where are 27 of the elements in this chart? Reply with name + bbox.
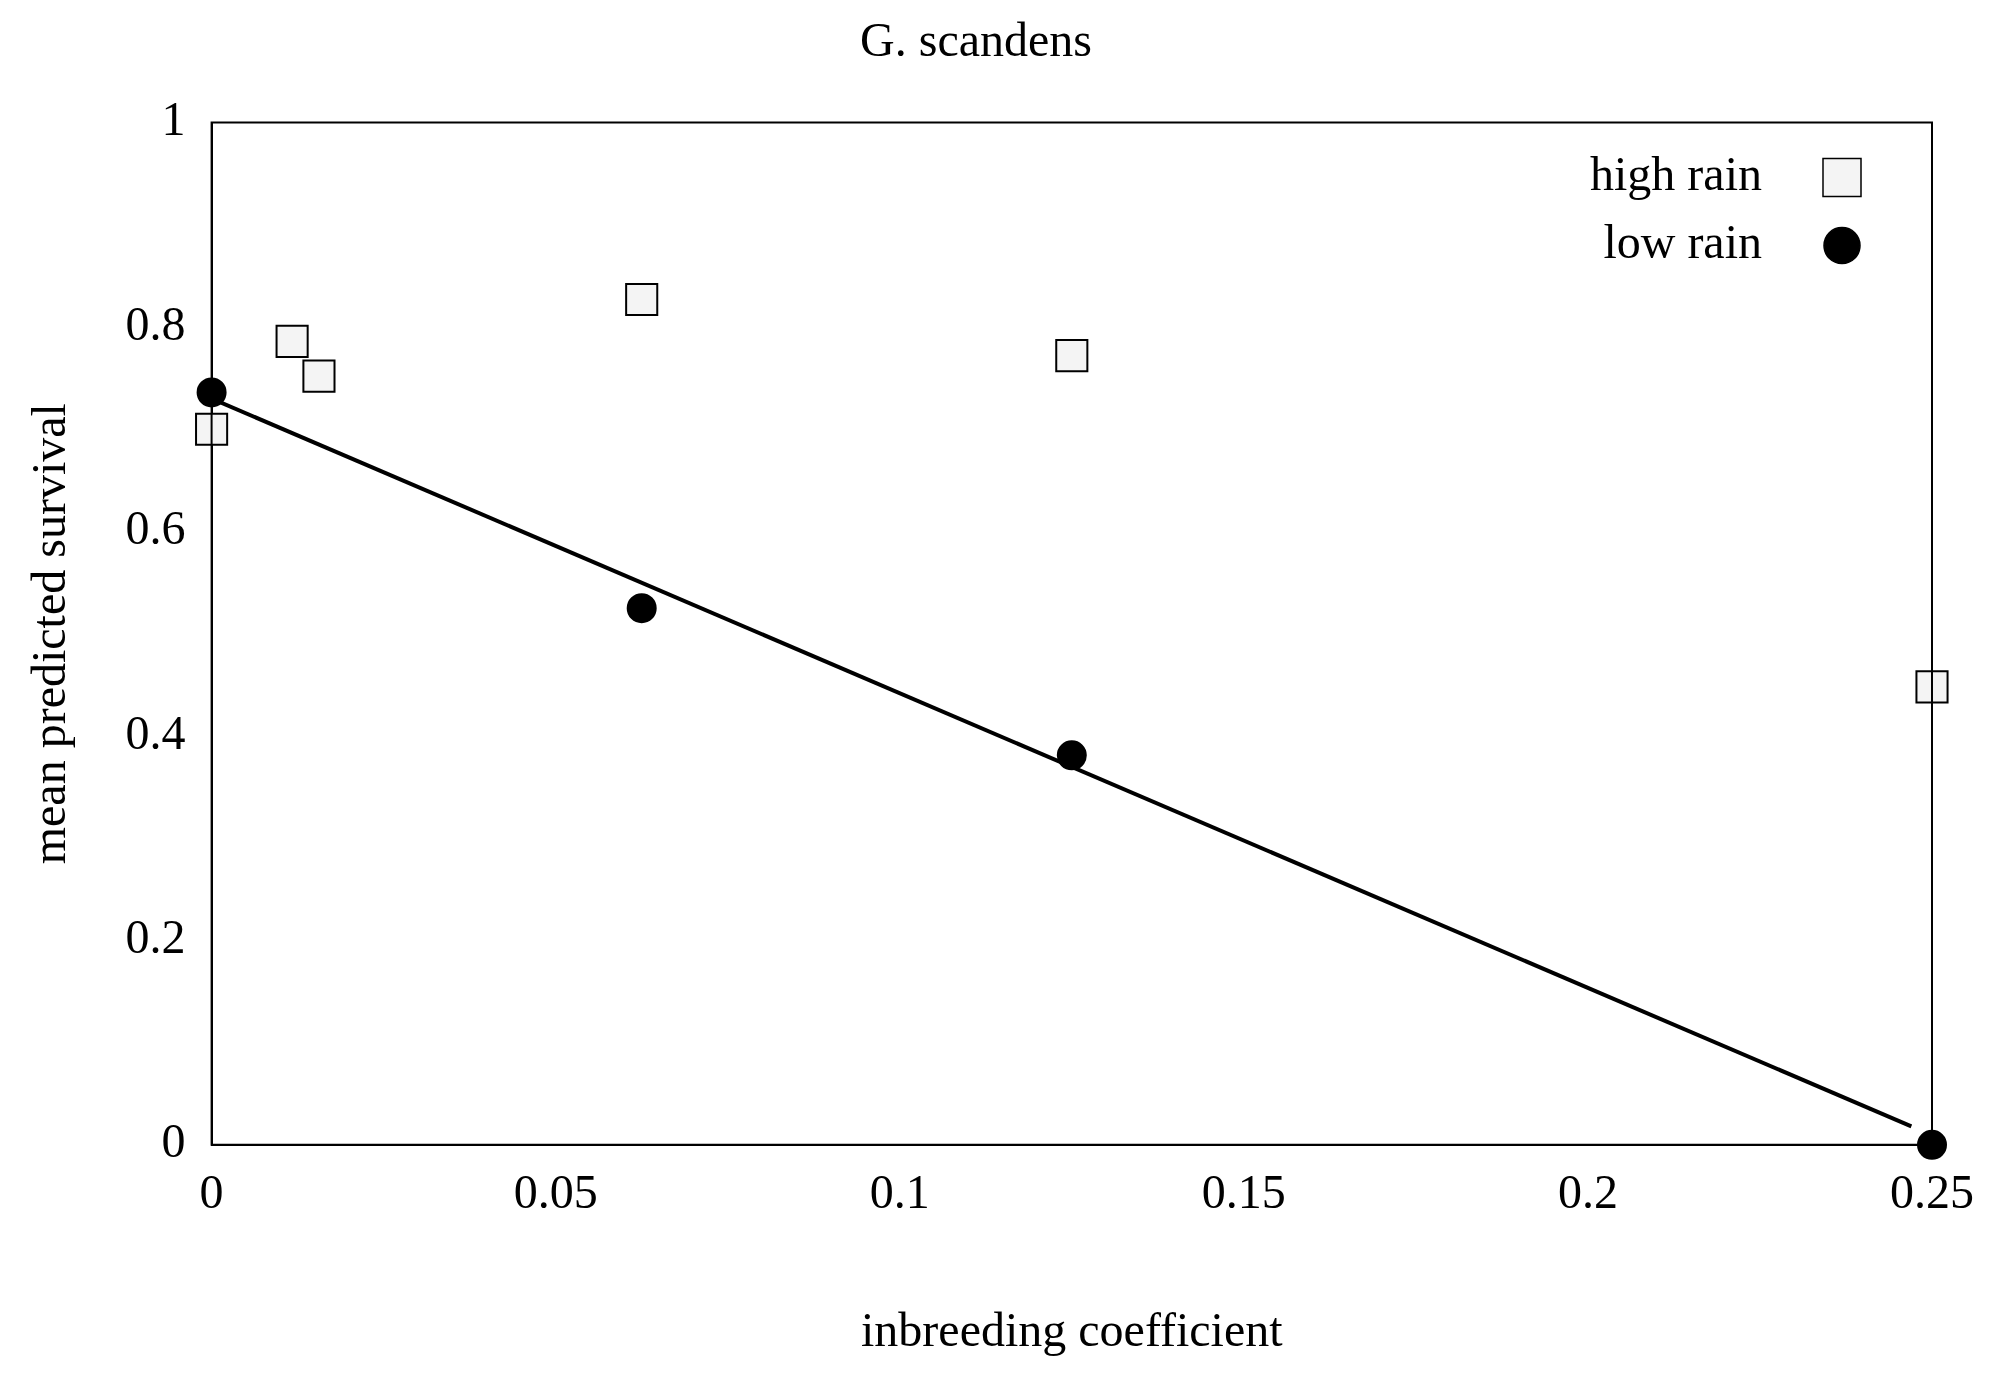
x-tick-label: 0.2 <box>1557 1165 1618 1219</box>
x-tick-label: 0.15 <box>1201 1165 1286 1219</box>
point <box>626 593 657 624</box>
legend-label: high rain <box>1590 147 1762 201</box>
point <box>196 377 227 408</box>
y-axis-title: mean predicted survival <box>22 403 76 865</box>
y-tick-label: 0.2 <box>125 909 186 963</box>
point <box>1915 670 1949 704</box>
point <box>1056 740 1087 771</box>
point <box>1055 339 1089 373</box>
point <box>1917 1129 1947 1160</box>
legend-label: low rain <box>1603 215 1762 269</box>
point <box>302 359 336 393</box>
x-tick-label: 0.05 <box>513 1165 598 1219</box>
y-tick-label: 0 <box>161 1114 186 1168</box>
chart-title: G. scandens <box>860 13 1092 67</box>
y-tick-label: 0.8 <box>125 296 186 350</box>
y-tick-label: 0.4 <box>125 705 186 759</box>
x-tick-label: 0.25 <box>1890 1165 1974 1219</box>
x-tick-label: 0 <box>199 1165 224 1219</box>
point <box>625 282 659 316</box>
x-axis-title: inbreeding coefficient <box>861 1302 1284 1356</box>
y-tick-label: 1 <box>161 92 186 146</box>
y-tick-label: 0.6 <box>125 501 186 555</box>
x-tick-label: 0.1 <box>869 1165 930 1219</box>
point <box>195 412 229 446</box>
point <box>275 324 309 358</box>
